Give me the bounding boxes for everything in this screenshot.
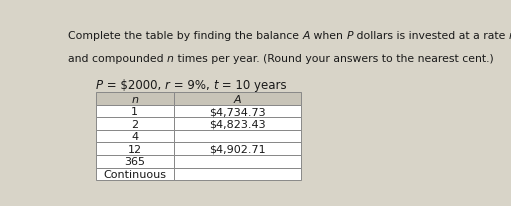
Bar (174, 155, 301, 168)
Bar (174, 105, 301, 118)
Text: and compounded: and compounded (68, 53, 167, 63)
Text: P: P (96, 79, 103, 92)
Text: r: r (508, 31, 511, 41)
Text: = 9%,: = 9%, (170, 79, 213, 92)
Bar (174, 143, 301, 155)
Text: t: t (213, 79, 218, 92)
Text: P: P (346, 31, 353, 41)
Text: dollars is invested at a rate: dollars is invested at a rate (353, 31, 508, 41)
Text: $4,734.73: $4,734.73 (210, 107, 266, 117)
Text: 12: 12 (128, 144, 142, 154)
Text: 1: 1 (131, 107, 138, 117)
Text: A: A (234, 94, 242, 104)
Text: = $2000,: = $2000, (103, 79, 165, 92)
Bar (96, 118, 174, 130)
Text: Continuous: Continuous (103, 169, 166, 179)
Bar (96, 168, 174, 180)
Bar (96, 155, 174, 168)
Text: when: when (310, 31, 346, 41)
Text: 4: 4 (131, 132, 138, 142)
Text: = 10 years: = 10 years (218, 79, 286, 92)
Text: n: n (131, 94, 138, 104)
Text: times per year. (Round your answers to the nearest cent.): times per year. (Round your answers to t… (174, 53, 494, 63)
Text: 365: 365 (124, 157, 145, 166)
Bar (174, 130, 301, 143)
Bar (96, 105, 174, 118)
Bar (174, 168, 301, 180)
Text: 2: 2 (131, 119, 138, 129)
Text: Complete the table by finding the balance: Complete the table by finding the balanc… (68, 31, 303, 41)
Text: r: r (165, 79, 170, 92)
Text: $4,823.43: $4,823.43 (210, 119, 266, 129)
Bar (96, 130, 174, 143)
Text: $4,902.71: $4,902.71 (210, 144, 266, 154)
Text: A: A (303, 31, 310, 41)
Bar (174, 118, 301, 130)
Bar (96, 143, 174, 155)
Bar (96, 93, 174, 105)
Text: n: n (167, 53, 174, 63)
Bar (174, 93, 301, 105)
